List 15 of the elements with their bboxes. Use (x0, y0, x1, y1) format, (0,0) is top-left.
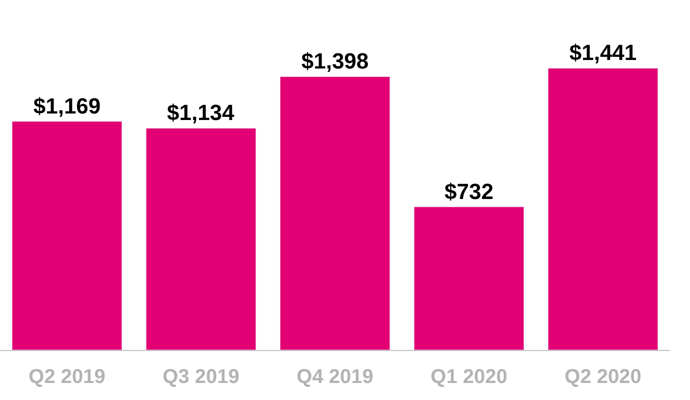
data-label: $1,134 (166, 100, 236, 126)
bar (548, 68, 658, 350)
bar (414, 206, 524, 350)
data-label: $1,398 (301, 48, 369, 74)
bar (280, 76, 390, 350)
x-tick-label: Q2 2020 (564, 366, 642, 388)
x-tick-label: Q4 2019 (296, 366, 374, 388)
x-tick-label: Q1 2020 (430, 366, 508, 388)
x-tick-label: Q3 2019 (162, 366, 240, 388)
data-label: $1,441 (569, 40, 637, 66)
data-label: $732 (444, 178, 494, 204)
x-tick-label: Q2 2019 (28, 366, 106, 388)
bar (12, 121, 122, 350)
data-label: $1,169 (33, 93, 101, 118)
bar (146, 128, 256, 350)
